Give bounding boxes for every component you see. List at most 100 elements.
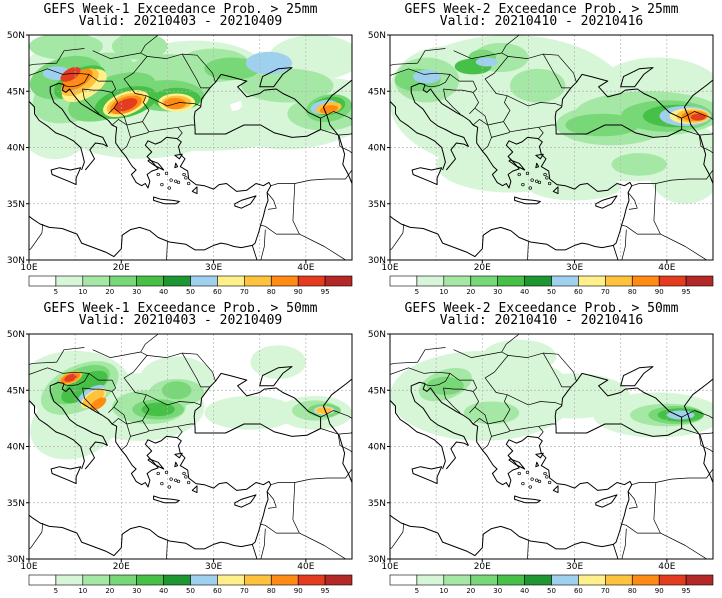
colorbar-swatch xyxy=(497,275,525,287)
gridlines xyxy=(29,334,352,559)
colorbar-level-label: 20 xyxy=(466,288,475,296)
panel-title: GEFS Week-1 Exceedance Prob. > 25mm xyxy=(43,2,318,17)
probability-contour xyxy=(245,51,292,75)
coastlines xyxy=(390,366,713,557)
probability-contour xyxy=(475,57,498,67)
map-week2-50mm: 30N 35N 40N 45N 50N 10E 20E 30E 40E 5 10 20 30 40 50 60… xyxy=(368,330,714,595)
colorbar-level-label: 10 xyxy=(78,288,87,296)
probability-contour xyxy=(204,395,297,430)
colorbar-swatch xyxy=(109,574,138,586)
lon-tick-label: 40E xyxy=(297,562,314,572)
colorbar-swatch xyxy=(109,275,138,287)
colorbar-level-label: 80 xyxy=(628,288,637,296)
colorbar-level-label: 30 xyxy=(493,587,502,595)
colorbar-swatch xyxy=(470,574,499,586)
colorbar-swatch xyxy=(658,275,687,287)
colorbar-swatch xyxy=(297,275,326,287)
lon-tick-label: 10E xyxy=(20,562,37,572)
colorbar-level-label: 10 xyxy=(439,288,448,296)
colorbar-swatch xyxy=(217,574,245,586)
probability-contour xyxy=(114,98,138,112)
colorbar-level-label: 40 xyxy=(159,587,168,595)
colorbar-swatch xyxy=(524,275,552,287)
lon-tick-label: 30E xyxy=(566,263,583,273)
colorbar-swatch xyxy=(55,574,84,586)
panel-valid-dates: Valid: 20210403 - 20210409 xyxy=(78,313,283,328)
colorbar-swatch xyxy=(443,574,472,586)
lat-tick-label: 45N xyxy=(368,386,386,396)
colorbar-swatch xyxy=(217,275,245,287)
lon-tick-label: 20E xyxy=(474,263,491,273)
gridlines xyxy=(390,334,713,559)
lon-tick-label: 40E xyxy=(658,562,675,572)
lon-tick-label: 20E xyxy=(474,562,491,572)
colorbar-level-label: 80 xyxy=(267,587,276,595)
lat-tick-label: 50N xyxy=(368,330,386,340)
colorbar-swatch xyxy=(270,574,299,586)
colorbar-level-label: 5 xyxy=(415,288,419,296)
colorbar-swatch xyxy=(190,574,218,586)
colorbar-level-label: 10 xyxy=(439,587,448,595)
panel-valid-dates: Valid: 20210403 - 20210409 xyxy=(78,14,283,29)
colorbar-swatch xyxy=(578,275,606,287)
colorbar-level-label: 70 xyxy=(601,587,610,595)
panel-title: GEFS Week-2 Exceedance Prob. > 25mm xyxy=(404,2,679,17)
colorbar-swatch xyxy=(443,275,472,287)
probability-contour xyxy=(463,401,520,425)
country-borders xyxy=(390,334,713,559)
colorbar-swatch xyxy=(416,574,445,586)
probability-shading xyxy=(29,345,352,460)
colorbar-level-label: 60 xyxy=(213,288,222,296)
colorbar-swatch xyxy=(244,574,272,586)
country-borders xyxy=(29,35,352,260)
lat-tick-label: 40N xyxy=(368,144,386,154)
coastlines xyxy=(29,67,352,258)
colorbar-swatch xyxy=(244,275,272,287)
colorbar-swatch xyxy=(389,275,418,287)
probability-contour xyxy=(141,402,175,417)
country-borders xyxy=(29,334,352,559)
lat-tick-label: 30N xyxy=(368,555,386,565)
colorbar-level-label: 90 xyxy=(655,587,664,595)
colorbar-swatch xyxy=(136,275,164,287)
panel-title: GEFS Week-2 Exceedance Prob. > 50mm xyxy=(404,301,679,316)
lat-tick-label: 35N xyxy=(7,499,25,509)
lon-tick-label: 30E xyxy=(205,263,222,273)
colorbar-level-label: 20 xyxy=(105,587,114,595)
colorbar-level-label: 40 xyxy=(520,587,529,595)
probability-contour xyxy=(161,381,192,400)
lon-tick-label: 30E xyxy=(205,562,222,572)
lon-tick-label: 20E xyxy=(113,263,130,273)
colorbar-swatch xyxy=(270,275,299,287)
map-week2-25mm: 30N 35N 40N 45N 50N 10E 20E 30E 40E 5 10 20 30 40 50 60… xyxy=(368,31,714,296)
map-week1-50mm: 30N 35N 40N 45N 50N 10E 20E 30E 40E 5 10 20 30 40 50 60… xyxy=(7,330,353,595)
panel-title: GEFS Week-1 Exceedance Prob. > 50mm xyxy=(43,301,318,316)
colorbar-level-label: 95 xyxy=(682,587,691,595)
panel-valid-dates: Valid: 20210410 - 20210416 xyxy=(439,313,644,328)
colorbar-swatch xyxy=(190,275,218,287)
colorbar-swatch xyxy=(631,574,660,586)
probability-contour xyxy=(112,35,168,60)
colorbar-swatch xyxy=(82,275,111,287)
colorbar-level-label: 80 xyxy=(267,288,276,296)
colorbar-level-label: 70 xyxy=(240,587,249,595)
coastlines xyxy=(390,67,713,258)
colorbar-level-label: 20 xyxy=(105,288,114,296)
lat-tick-label: 45N xyxy=(7,386,25,396)
probability-contour xyxy=(648,136,713,204)
colorbar-swatch xyxy=(163,574,191,586)
colorbar-level-label: 95 xyxy=(321,288,330,296)
colorbar-level-label: 30 xyxy=(493,288,502,296)
colorbar-level-label: 30 xyxy=(132,587,141,595)
colorbar-level-label: 30 xyxy=(132,288,141,296)
colorbar-level-label: 90 xyxy=(294,587,303,595)
map-week1-25mm: 30N 35N 40N 45N 50N 10E 20E 30E 40E 5 10 20 30 40 50 60… xyxy=(7,31,353,296)
colorbar-level-label: 90 xyxy=(655,288,664,296)
lat-tick-label: 50N xyxy=(368,31,386,41)
gridlines xyxy=(390,35,713,260)
probability-contour xyxy=(250,345,306,379)
probability-contour xyxy=(60,67,81,82)
colorbar-level-label: 40 xyxy=(520,288,529,296)
colorbar-swatch xyxy=(551,275,579,287)
lon-tick-label: 10E xyxy=(20,263,37,273)
